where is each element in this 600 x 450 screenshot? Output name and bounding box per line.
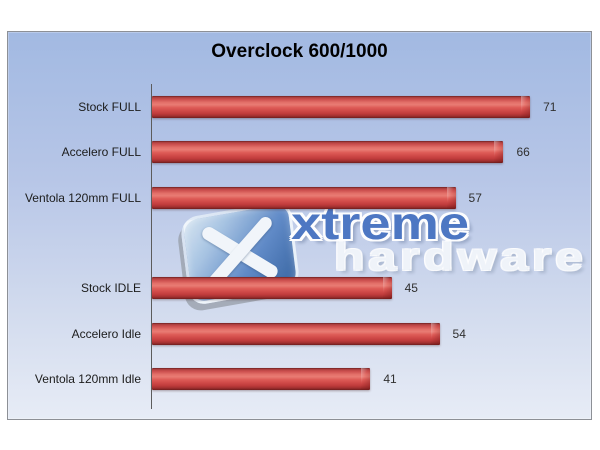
chart-title: Overclock 600/1000 xyxy=(211,41,388,62)
watermark-word-hardware: hardware xyxy=(334,236,587,279)
plot-area: Stock FULL 71 Accelero FULL 66 Ventola 120mm… xyxy=(25,84,578,402)
bar xyxy=(152,95,531,118)
category-label: Ventola 120mm Idle xyxy=(34,372,141,387)
value-label: 41 xyxy=(383,372,397,387)
bar-row: Ventola 120mm Idle 41 xyxy=(35,357,578,402)
bar xyxy=(152,277,392,300)
category-label: Ventola 120mm FULL xyxy=(24,190,141,205)
bar xyxy=(152,141,504,164)
value-label: 54 xyxy=(452,326,466,341)
bar xyxy=(152,368,371,391)
bar xyxy=(152,322,440,345)
bar-row: Stock FULL 71 xyxy=(78,84,578,129)
chart-frame: Overclock 600/1000 xtreme hardware Stock… xyxy=(7,31,592,420)
bar xyxy=(152,186,456,209)
category-label: Stock IDLE xyxy=(80,281,141,296)
spacer-row xyxy=(152,220,578,265)
category-axis-line xyxy=(151,84,152,409)
value-label: 45 xyxy=(404,281,418,296)
value-label: 57 xyxy=(468,190,482,205)
category-label: Accelero Idle xyxy=(71,326,141,341)
value-label: 66 xyxy=(516,145,530,160)
bar-row: Accelero FULL 66 xyxy=(62,129,578,174)
bar-row: Stock IDLE 45 xyxy=(81,266,578,311)
category-label: Accelero FULL xyxy=(61,145,141,160)
category-label: Stock FULL xyxy=(78,99,141,114)
bar-row: Accelero Idle 54 xyxy=(72,311,578,356)
bar-row: Ventola 120mm FULL 57 xyxy=(25,175,578,220)
value-label: 71 xyxy=(543,99,557,114)
